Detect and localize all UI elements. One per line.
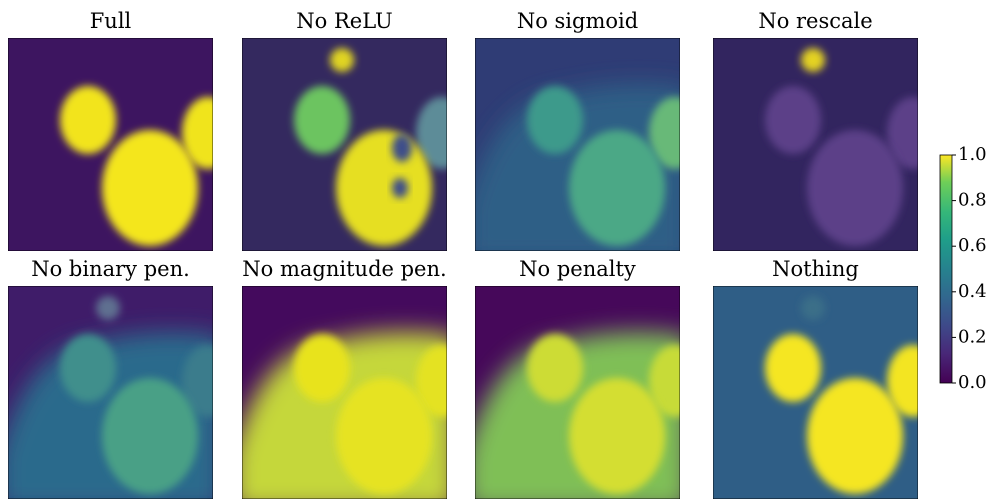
egg [102,378,198,494]
egg [765,86,821,154]
panel-title: Full [90,9,132,33]
panel-image [8,38,234,251]
colorbar [940,155,952,383]
panel-image [713,286,939,499]
panel-title: No magnitude pen. [242,257,446,281]
panel-image [713,38,939,251]
figure: Full No ReLU No sigmoid No rescale No binary… [0,0,994,499]
egg [527,86,583,154]
egg [807,378,903,494]
colorbar-tick-label: 1.0 [958,144,987,165]
panel-title: No rescale [758,9,872,33]
panel-title: No ReLU [296,9,392,33]
egg [336,130,432,246]
egg [336,378,432,494]
spot [392,134,412,162]
panel-title: No penalty [519,257,636,281]
ball [96,296,120,320]
spot [392,178,408,198]
colorbar-tick-label: 0.0 [958,372,987,393]
colorbar-tick-label: 0.6 [958,235,987,256]
ball [330,48,354,72]
egg [60,86,116,154]
egg [527,334,583,402]
panel-image [465,286,701,499]
egg [807,130,903,246]
panel-title: No binary pen. [31,257,190,281]
panel-image [0,286,234,499]
colorbar-tick-label: 0.4 [958,281,987,302]
egg [60,334,116,402]
panel-title: No sigmoid [517,9,638,33]
panel-image [242,38,468,251]
ball [801,48,825,72]
panel-image [465,38,701,263]
egg [569,130,665,246]
panel-title: Nothing [772,257,859,281]
egg [102,130,198,246]
egg [569,378,665,494]
egg [294,86,350,154]
egg [765,334,821,402]
colorbar-tick-label: 0.8 [958,190,987,211]
ball [801,296,825,320]
egg [294,334,350,402]
panel-image [232,286,468,499]
colorbar-tick-label: 0.2 [958,326,987,347]
